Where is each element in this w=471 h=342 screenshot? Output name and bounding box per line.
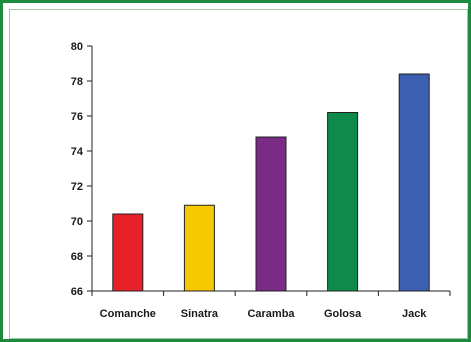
y-tick-label: 74	[71, 146, 84, 158]
y-tick-label: 66	[71, 286, 83, 298]
bar-jack	[398, 73, 430, 292]
y-tick-label: 72	[71, 181, 83, 193]
x-tick-label: Caramba	[247, 308, 295, 320]
y-tick-label: 70	[71, 216, 83, 228]
x-tick-label: Comanche	[100, 308, 156, 320]
chart-area-border	[9, 9, 468, 339]
bar-sinatra	[183, 204, 215, 292]
y-tick-label: 80	[71, 41, 83, 53]
bar-golosa	[327, 112, 359, 292]
y-tick-label: 78	[71, 76, 83, 88]
x-tick-label: Sinatra	[181, 308, 219, 320]
bar-caramba	[255, 136, 287, 292]
y-tick-label: 68	[71, 251, 83, 263]
x-tick-label: Golosa	[324, 308, 362, 320]
x-tick-label: Jack	[402, 308, 427, 320]
bar-comanche	[112, 213, 144, 292]
y-tick-label: 76	[71, 111, 83, 123]
